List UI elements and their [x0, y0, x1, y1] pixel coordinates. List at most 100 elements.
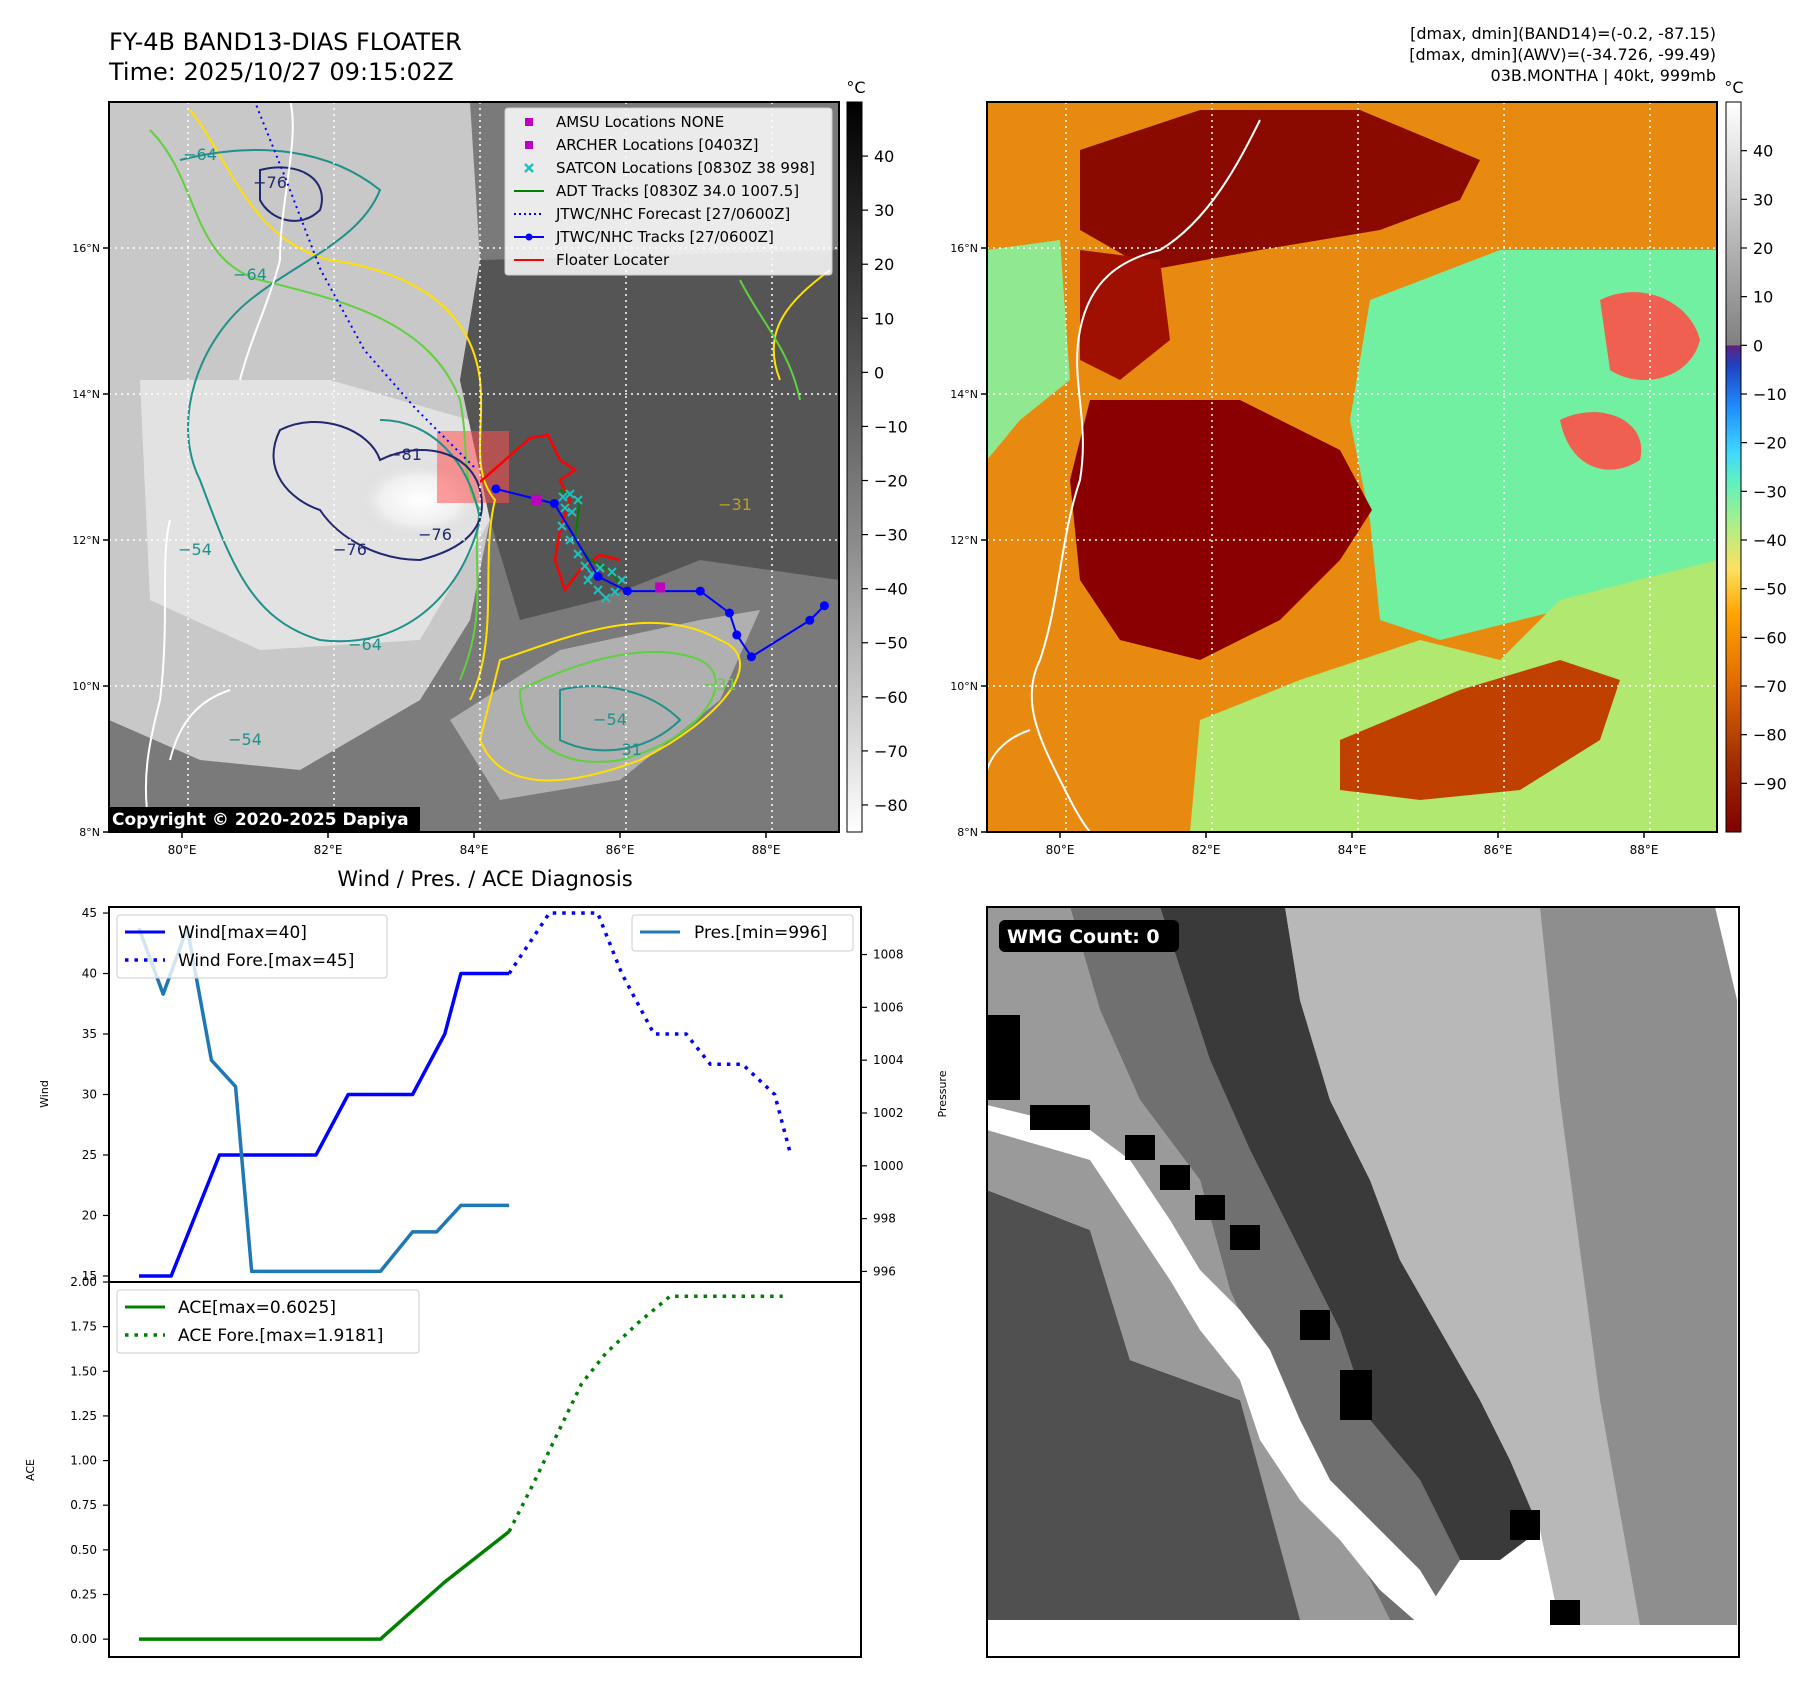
colorbar-tick-label: 20 — [874, 255, 894, 274]
satcon-marker — [601, 593, 611, 603]
wind-forecast-legend-label: Wind Fore.[max=45] — [178, 951, 354, 971]
satcon-marker — [573, 495, 583, 505]
archer-marker — [655, 582, 666, 593]
pressure-axis-label: Pressure — [936, 1070, 949, 1117]
ace-legend: ACE[max=0.6025] ACE Fore.[max=1.9181] — [116, 1289, 420, 1354]
satcon-marker — [565, 535, 575, 545]
colorbar-tick-label: 30 — [1753, 190, 1773, 209]
legend-marker — [525, 141, 533, 149]
ace-tick-label: 0.25 — [70, 1588, 97, 1602]
pressure-legend: Pres.[min=996] — [631, 914, 854, 952]
colorbar-tick-label: −60 — [874, 688, 908, 707]
legend-marker — [525, 233, 533, 241]
copyright-box — [109, 807, 420, 831]
legend-label: SATCON Locations [0830Z 38 998] — [556, 159, 815, 177]
jtwc-track-point — [746, 652, 756, 662]
lon-tick-label: 82°E — [314, 843, 343, 857]
contour-label: −76 — [333, 540, 367, 559]
lon-tick-label: 88°E — [1630, 843, 1659, 857]
ace-series — [139, 1294, 783, 1641]
wind-pressure-chart: Wind / Pres. / ACE Diagnosis Wind Pressu… — [38, 867, 949, 1283]
ace-legend-label: ACE[max=0.6025] — [178, 1298, 336, 1318]
right-map-gridlines — [987, 102, 1717, 832]
ace-tick-label: 1.75 — [70, 1320, 97, 1334]
contour-label: −54 — [593, 710, 627, 729]
legend-label: JTWC/NHC Forecast [27/0600Z] — [555, 205, 790, 223]
jtwc-track-point — [725, 608, 734, 618]
pressure-tick-label: 1008 — [873, 948, 904, 962]
legend-label: AMSU Locations NONE — [556, 113, 724, 131]
colorbar-tick-label: −20 — [1753, 434, 1787, 453]
colorbar-tick-label: −80 — [1753, 726, 1787, 745]
colorbar-tick-label: −30 — [874, 526, 908, 545]
left-colorbar-unit: °C — [846, 78, 865, 97]
contour-label: −31 — [703, 675, 737, 694]
lon-tick-label: 84°E — [1338, 843, 1367, 857]
coastline-west — [144, 102, 294, 831]
lat-tick-label: 14°N — [950, 388, 978, 401]
jtwc-layer — [254, 102, 829, 662]
ace-legend-box — [116, 1289, 420, 1354]
dark-cdo-region — [1070, 400, 1372, 660]
colorbar-tick-label: −70 — [1753, 677, 1787, 696]
satcon-marker — [610, 587, 620, 597]
series-line-0 — [139, 971, 510, 1278]
lat-tick-label: 8°N — [79, 826, 100, 839]
pressure-tick-label: 1000 — [873, 1159, 904, 1173]
contour-labels: −76 −64 −64 −81 −76 −76 −54 −64 −54 −54 −31 −31 −31 — [178, 145, 752, 759]
colorbar-tick-label: −50 — [874, 634, 908, 653]
wmg-frame — [986, 906, 1740, 1658]
info-line3: 03B.MONTHA | 40kt, 999mb — [1491, 66, 1716, 85]
ace-tick-label: 0.75 — [70, 1498, 97, 1512]
wind-tick-label: 20 — [82, 1208, 97, 1222]
series-line-1 — [507, 911, 793, 1156]
legend-marker — [525, 118, 533, 126]
contour-yellow — [189, 109, 831, 782]
wind-tick-label: 15 — [82, 1269, 97, 1283]
colorbar-tick-label: −50 — [1753, 580, 1787, 599]
colorbar-tick-label: −10 — [874, 417, 908, 436]
lat-tick-label: 16°N — [950, 242, 978, 255]
left-colorbar-gradient — [846, 101, 863, 833]
ace-tick-label: 2.00 — [70, 1275, 97, 1289]
pressure-tick-label: 1004 — [873, 1053, 904, 1067]
wmg-dark-left — [987, 1190, 1330, 1620]
southern-band — [450, 610, 760, 800]
info-line1: [dmax, dmin](BAND14)=(-0.2, -87.15) — [1410, 24, 1716, 43]
colorbar-tick-label: 10 — [1753, 288, 1773, 307]
satcon-marker — [567, 507, 577, 517]
legend-marker — [524, 163, 534, 173]
left-colorbar-ticks: 40 30 20 10 0 −10 −20 −30 −40 −50 −60 −70 −80 — [862, 147, 908, 815]
jtwc-track-point — [819, 601, 829, 611]
contour-label: −81 — [388, 445, 422, 464]
colorbar-tick-label: 20 — [1753, 239, 1773, 258]
contour-label: −64 — [183, 145, 217, 164]
jtwc-track-point — [695, 586, 705, 596]
jtwc-track-point — [732, 630, 742, 640]
wind-legend-label: Wind[max=40] — [178, 923, 307, 943]
colorbar-tick-label: −90 — [1753, 774, 1787, 793]
legend-label: JTWC/NHC Tracks [27/0600Z] — [555, 228, 774, 246]
wmg-count-text: WMG Count: 0 — [1007, 926, 1160, 948]
wind-tick-label: 30 — [82, 1088, 97, 1102]
jtwc-track-point — [491, 484, 501, 494]
right-colorbar-unit: °C — [1724, 78, 1743, 97]
legend-label: ARCHER Locations [0403Z] — [556, 136, 759, 154]
wmg-panel: WMG Count: 0 — [986, 906, 1740, 1658]
wind-legend: Wind[max=40] Wind Fore.[max=45] — [116, 914, 388, 979]
contour-label: −54 — [178, 540, 212, 559]
contour-label: −54 — [228, 730, 262, 749]
pressure-ticks: 996 998 1000 1002 1004 1006 1008 — [861, 948, 904, 1278]
floater-locater-track — [479, 433, 621, 593]
jtwc-track-point — [622, 586, 632, 596]
legend-items: AMSU Locations NONE ARCHER Locations [040… — [514, 113, 815, 269]
ace-series-line-1 — [507, 1294, 783, 1533]
legend-label: ADT Tracks [0830Z 34.0 1007.5] — [556, 182, 799, 200]
colorbar-tick-label: 10 — [874, 309, 894, 328]
colorbar-tick-label: −40 — [1753, 531, 1787, 550]
wmg-count-badge — [999, 920, 1179, 952]
satcon-marker — [607, 567, 617, 577]
left-colorbar: °C 40 30 20 10 0 −10 −20 −30 −40 −50 −60 −70 −80 — [846, 78, 908, 833]
pressure-legend-box — [631, 914, 854, 952]
